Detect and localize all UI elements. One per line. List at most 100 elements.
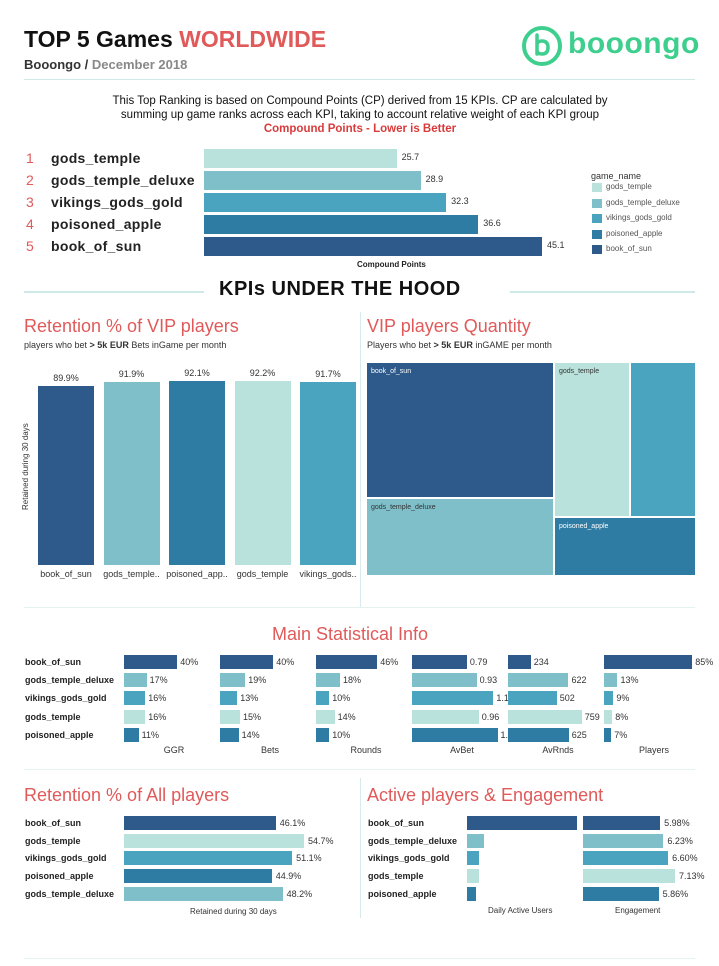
engagement-bar bbox=[583, 886, 659, 901]
stats-bar-bets bbox=[220, 709, 240, 724]
intro-line-2: summing up game ranks across each KPI, t… bbox=[120, 109, 600, 121]
all-retention-row-label: vikings_gods_gold bbox=[25, 853, 107, 864]
kpi-heading-line-left bbox=[24, 291, 204, 293]
stats-value-label: 502 bbox=[559, 693, 575, 704]
stats-bar-bets bbox=[220, 727, 239, 742]
stats-value-label: 18% bbox=[342, 675, 361, 686]
stats-bar-ggr bbox=[124, 727, 139, 742]
legend-title: game_name bbox=[591, 171, 642, 181]
stats-value-label: 13% bbox=[620, 675, 639, 686]
stats-value-label: 16% bbox=[148, 711, 167, 722]
page-subtitle: Booongo / December 2018 bbox=[24, 57, 187, 72]
stats-value-label: 19% bbox=[248, 675, 267, 686]
all-retention-value-label: 51.1% bbox=[296, 853, 322, 864]
stats-bar-avbet bbox=[412, 655, 467, 669]
stats-row-label: book_of_sun bbox=[25, 657, 82, 667]
stats-value-label: 85% bbox=[695, 657, 714, 667]
dau-bar bbox=[467, 886, 476, 901]
main-stats-title: Main Statistical Info bbox=[272, 624, 429, 644]
stats-value-label: 11% bbox=[141, 729, 159, 740]
stats-value-label: 625 bbox=[571, 729, 587, 740]
stats-bar-bets bbox=[220, 673, 246, 688]
ranking-value-label: 28.9 bbox=[425, 174, 444, 184]
all-retention-value-label: 46.1% bbox=[279, 818, 306, 828]
engagement-bar bbox=[583, 851, 669, 866]
ranking-value-label: 36.6 bbox=[483, 218, 501, 228]
stats-bar-rounds bbox=[316, 673, 340, 688]
ranking-bar bbox=[204, 193, 447, 212]
ranking-value-label: 32.3 bbox=[451, 196, 469, 206]
stats-value-label: 10% bbox=[332, 729, 351, 740]
active-row-label: poisoned_apple bbox=[368, 888, 437, 899]
vip-retention-bar bbox=[300, 381, 356, 565]
treemap-cell-poisoned-apple: poisoned_apple bbox=[554, 517, 696, 576]
vip-retention-bar bbox=[234, 381, 291, 565]
rank-number: 1 bbox=[26, 150, 34, 166]
stats-row-label: gods_temple_deluxe bbox=[25, 675, 115, 686]
stats-bar-rounds bbox=[316, 691, 330, 706]
dau-axis-label: Daily Active Users bbox=[488, 906, 553, 915]
stats-column-header: Rounds bbox=[350, 745, 382, 755]
kpi-heading-line-right bbox=[510, 291, 695, 293]
stats-bar-avbet bbox=[412, 709, 479, 724]
legend-item-label: gods_temple bbox=[606, 182, 652, 191]
stats-row-label: vikings_gods_gold bbox=[25, 693, 107, 704]
ranking-value-label: 25.7 bbox=[401, 152, 420, 162]
stats-value-label: 16% bbox=[148, 693, 167, 704]
footer-divider bbox=[24, 958, 695, 959]
stats-bar-players bbox=[604, 655, 693, 669]
legend-item-label: vikings_gods_gold bbox=[606, 213, 672, 222]
vip-retention-subtitle-post: Bets inGame per month bbox=[128, 340, 227, 350]
engagement-axis-label: Engagement bbox=[615, 906, 661, 915]
stats-value-label: 234 bbox=[533, 657, 549, 667]
treemap-cell-vikings-gods-gold bbox=[630, 362, 696, 517]
all-retention-row-label: poisoned_apple bbox=[25, 871, 94, 882]
stats-bar-players bbox=[604, 727, 612, 742]
vip-retention-bar bbox=[38, 385, 94, 565]
vip-retention-bar bbox=[103, 381, 160, 565]
legend-item-label: gods_temple_deluxe bbox=[606, 197, 680, 207]
all-retention-bar bbox=[124, 851, 293, 866]
dau-bar bbox=[467, 869, 480, 884]
rank-game-name: poisoned_apple bbox=[51, 216, 162, 232]
stats-bar-players bbox=[604, 673, 618, 688]
treemap-cell-label: gods_temple_deluxe bbox=[371, 504, 436, 511]
stats-value-label: 40% bbox=[180, 657, 199, 667]
stats-bar-avrnds bbox=[508, 727, 569, 742]
stats-value-label: 0.79 bbox=[469, 657, 488, 667]
stats-bar-avbet bbox=[412, 727, 498, 742]
ranking-bar bbox=[204, 149, 397, 168]
ranking-bar bbox=[204, 171, 421, 190]
engagement-value-label: 6.23% bbox=[667, 835, 693, 846]
vip-retention-bar bbox=[169, 381, 225, 565]
stats-bar-rounds bbox=[316, 727, 330, 742]
engagement-bar bbox=[583, 869, 675, 884]
stats-bar-avrnds bbox=[508, 709, 582, 724]
section-divider-3 bbox=[24, 769, 695, 770]
all-retention-xlabel: Retained during 30 days bbox=[190, 907, 277, 916]
dau-bar bbox=[467, 833, 484, 848]
section-divider-4 bbox=[360, 778, 361, 918]
ranking-bar bbox=[204, 215, 479, 234]
vip-retention-subtitle: players who bet > 5k EUR Bets inGame per… bbox=[24, 340, 226, 350]
stats-bar-players bbox=[604, 709, 613, 724]
stats-column-header: AvBet bbox=[450, 745, 474, 755]
treemap-cell-gods-temple: gods_temple bbox=[554, 362, 630, 517]
stats-bar-players bbox=[604, 691, 614, 706]
stats-bar-ggr bbox=[124, 691, 146, 706]
intro-line-1: This Top Ranking is based on Compound Po… bbox=[112, 95, 608, 107]
legend-swatch bbox=[592, 214, 602, 223]
treemap-cell-label: book_of_sun bbox=[371, 368, 412, 375]
engagement-bar bbox=[583, 833, 664, 848]
vip-retention-value-label: 91.7% bbox=[315, 368, 341, 379]
all-retention-bar bbox=[124, 886, 283, 901]
all-retention-row-label: book_of_sun bbox=[25, 818, 82, 828]
vip-retention-category-label: vikings_gods.. bbox=[299, 569, 357, 579]
stats-value-label: 8% bbox=[615, 711, 629, 722]
stats-value-label: 759 bbox=[584, 711, 600, 722]
stats-bar-avrnds bbox=[508, 673, 569, 688]
stats-row-label: gods_temple bbox=[25, 711, 81, 722]
engagement-bar bbox=[583, 816, 661, 830]
vip-retention-ylabel: Retained during 30 days bbox=[21, 423, 30, 510]
stats-value-label: 1.17 bbox=[496, 693, 514, 704]
